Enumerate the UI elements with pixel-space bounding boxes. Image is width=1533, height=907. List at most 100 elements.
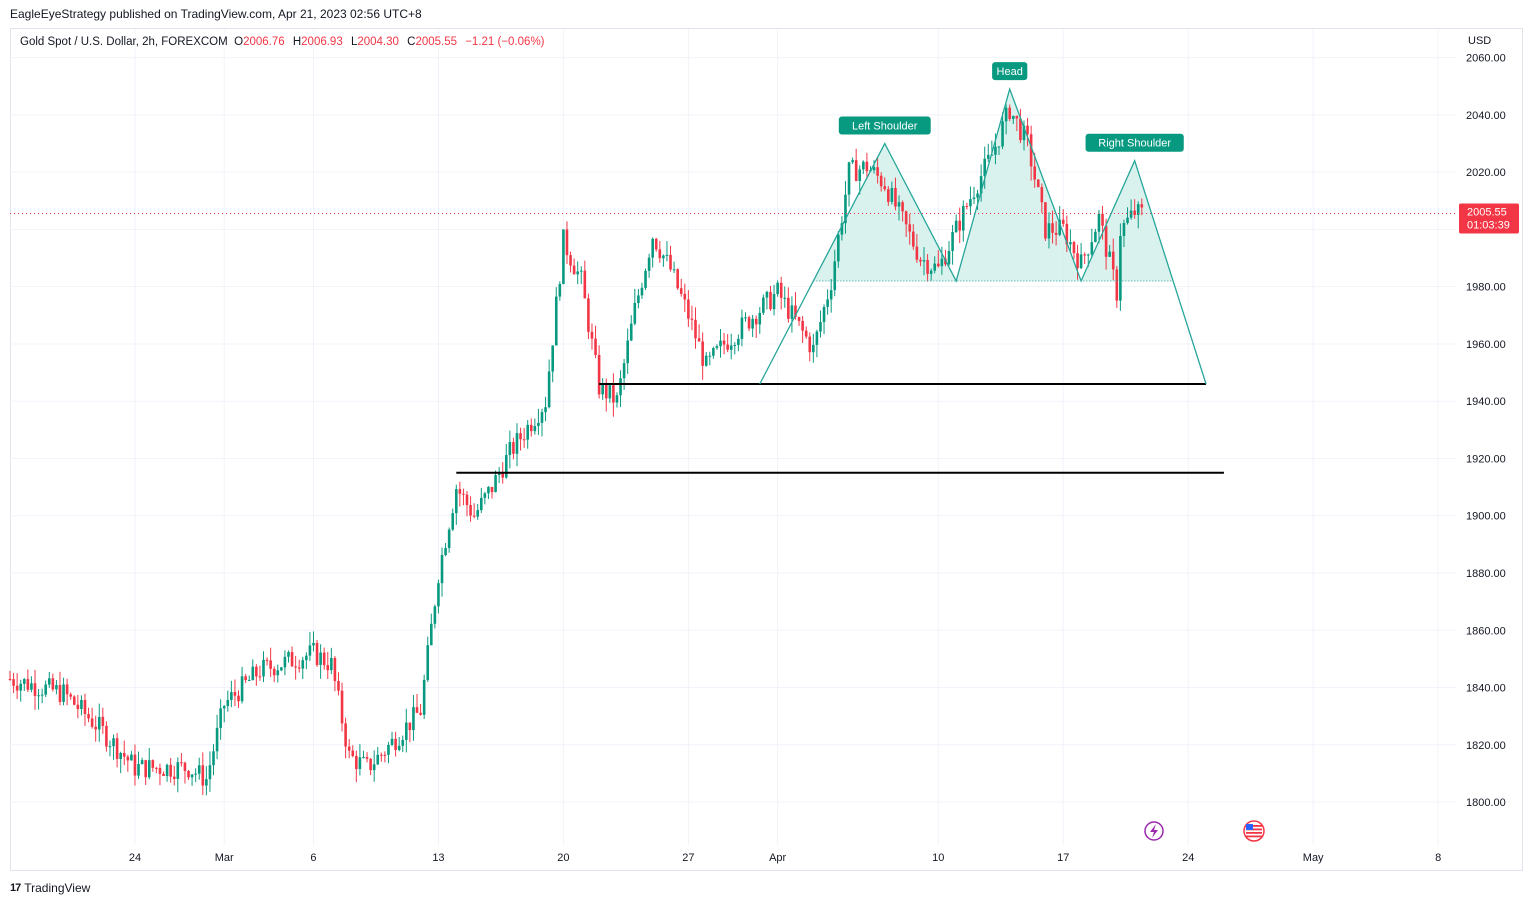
candle-body xyxy=(65,684,69,695)
candle xyxy=(469,496,472,522)
candle-body xyxy=(440,555,444,584)
candle-body xyxy=(1108,251,1111,257)
candle xyxy=(405,708,408,753)
candle xyxy=(351,745,355,758)
candle-body xyxy=(683,293,687,300)
candle-body xyxy=(772,294,776,310)
candle xyxy=(679,278,683,297)
candle-body xyxy=(1029,134,1033,167)
candle xyxy=(433,604,437,629)
high-value: 2006.93 xyxy=(301,36,343,48)
candle xyxy=(1026,118,1029,147)
candle-body xyxy=(19,683,23,691)
candle-body xyxy=(790,305,794,319)
candle xyxy=(1108,245,1111,258)
candle xyxy=(986,143,990,163)
candle xyxy=(1015,115,1019,132)
candle-body xyxy=(826,299,829,307)
support-lines xyxy=(10,213,1456,474)
candle-body xyxy=(97,716,101,730)
candle xyxy=(629,315,633,342)
candle-body xyxy=(433,606,437,624)
time-tick-label: Apr xyxy=(769,852,786,864)
candle xyxy=(608,385,612,403)
candle-body xyxy=(726,344,729,350)
candle xyxy=(1140,198,1144,216)
candle xyxy=(951,224,954,265)
candle xyxy=(226,690,230,712)
candle-body xyxy=(912,231,915,247)
candle xyxy=(676,268,679,291)
candle xyxy=(969,186,972,216)
candle-body xyxy=(733,345,737,347)
candle-body xyxy=(958,220,962,231)
candle xyxy=(122,740,126,766)
candle xyxy=(308,631,312,662)
candle-body xyxy=(762,297,765,313)
candle-body xyxy=(72,696,76,705)
candle-body xyxy=(94,726,97,730)
candle-body xyxy=(794,305,797,317)
candle xyxy=(1033,152,1036,188)
candle xyxy=(865,152,869,180)
candle xyxy=(240,666,244,704)
candle xyxy=(579,266,583,285)
pattern-label: Right Shoulder xyxy=(1085,133,1184,152)
candle-body xyxy=(33,683,37,696)
candle xyxy=(190,774,194,786)
candle xyxy=(358,744,362,776)
candle-body xyxy=(40,694,44,696)
candle xyxy=(165,763,169,782)
candle xyxy=(87,707,90,723)
candle-body xyxy=(829,290,833,300)
candle-body xyxy=(812,344,815,353)
candle-body xyxy=(322,652,326,666)
candle-body xyxy=(904,211,908,225)
candle-body xyxy=(969,199,972,207)
candle-body xyxy=(15,685,19,691)
candle-body xyxy=(997,146,1001,148)
candle-body xyxy=(355,756,358,770)
candle xyxy=(551,345,554,383)
candle-body xyxy=(401,739,405,746)
candle xyxy=(758,307,762,334)
tradingview-logo-icon: 17 xyxy=(10,882,21,894)
candle-body xyxy=(1094,231,1097,243)
candle-body xyxy=(540,412,544,423)
chart-icons xyxy=(1144,820,1265,842)
candle-body xyxy=(237,695,240,702)
candle-body xyxy=(1111,251,1115,270)
candle-body xyxy=(347,746,351,751)
candle xyxy=(772,284,776,316)
candle-body xyxy=(1126,217,1129,224)
candle-body xyxy=(779,282,783,298)
candle xyxy=(162,771,165,777)
candle-body xyxy=(83,700,87,714)
pattern-label-text: Left Shoulder xyxy=(852,121,918,133)
candle xyxy=(904,210,908,237)
candle-body xyxy=(30,683,33,690)
candle-body xyxy=(162,773,165,777)
candle xyxy=(119,751,122,774)
candle xyxy=(844,181,847,234)
price-tick-label: 1980.00 xyxy=(1466,282,1506,294)
candle-body xyxy=(687,299,690,319)
candle xyxy=(651,237,654,268)
candle xyxy=(762,294,765,315)
candle-body xyxy=(451,513,455,530)
candle-body xyxy=(533,426,537,432)
footer-brand: TradingView xyxy=(24,881,91,895)
candle-body xyxy=(1015,115,1019,119)
candle-body xyxy=(369,758,372,771)
price-axis: 1800.00 1820.00 1840.00 1860.00 1880.00 1900.… xyxy=(1459,35,1519,809)
candle xyxy=(887,186,890,206)
candle xyxy=(62,677,65,706)
candle xyxy=(840,216,844,241)
candle-body xyxy=(612,385,615,403)
candle xyxy=(247,675,251,682)
candle-body xyxy=(697,338,701,342)
candle xyxy=(30,676,33,693)
candle-body xyxy=(351,750,355,757)
candle xyxy=(872,160,876,174)
